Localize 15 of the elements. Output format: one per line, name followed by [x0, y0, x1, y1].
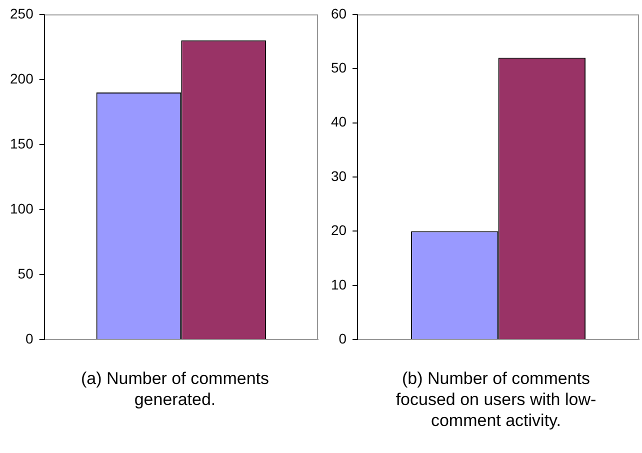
y-tick-label: 50 — [18, 265, 34, 282]
y-tick-label: 30 — [330, 168, 347, 184]
y-tick-label: 50 — [330, 59, 347, 76]
text: (a) Number of comments generated. — [80, 368, 270, 410]
y-tick-label: 40 — [330, 114, 347, 130]
y-tick-label: 0 — [338, 330, 347, 346]
y-tick-label: 250 — [10, 5, 34, 22]
y-tick-label: 100 — [10, 200, 34, 216]
y-tick-label: 0 — [26, 330, 34, 346]
y-tick-label: 200 — [10, 70, 34, 86]
y-tick-label: 60 — [330, 5, 347, 22]
y-tick-label: 10 — [330, 276, 347, 292]
y-tick-label: 20 — [330, 222, 347, 238]
y-tick-label: 150 — [10, 135, 34, 152]
text: (b) Number of comments focused on users with low-comment activity. — [394, 368, 598, 431]
